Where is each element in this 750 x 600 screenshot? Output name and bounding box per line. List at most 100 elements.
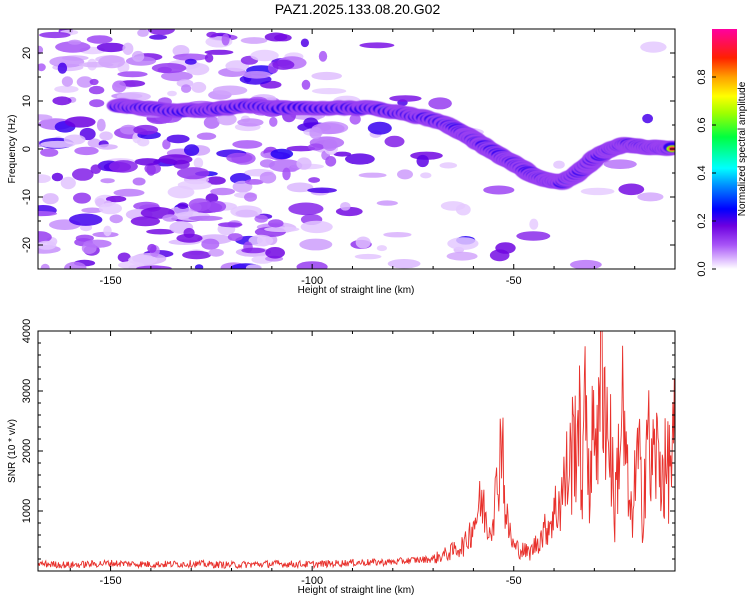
heatmap-cell [108, 160, 138, 173]
heatmap-cell [309, 126, 323, 140]
heatmap-cell [376, 200, 398, 206]
heatmap-cell [603, 159, 637, 169]
heatmap-cell [38, 63, 46, 72]
heatmap-cell [182, 250, 212, 260]
heatmap-cell [204, 49, 234, 55]
heatmap-cell [147, 243, 157, 253]
heatmap-cell [149, 34, 168, 40]
heatmap-cell [147, 29, 175, 36]
heatmap-cell [274, 34, 292, 42]
heatmap-cell [618, 183, 645, 196]
snr-y-ticks: 1000 2000 3000 4000 [21, 319, 675, 572]
y-tick-label: 0 [21, 146, 33, 152]
heatmap-cell [130, 216, 161, 227]
x-tick-label: -150 [100, 275, 122, 287]
spectrogram-y-ticks: -20 -10 0 10 20 [21, 28, 675, 270]
heatmap-cell [131, 50, 145, 62]
spectrogram-ridge [106, 98, 675, 190]
heatmap-cell [86, 35, 113, 44]
y-tick-label: 1000 [21, 499, 33, 523]
heatmap-cell [105, 195, 127, 203]
heatmap-cell [196, 132, 217, 140]
heatmap-cell [98, 55, 126, 69]
heatmap-cell [137, 29, 149, 37]
heatmap-cell [103, 225, 112, 237]
heatmap-cell [57, 62, 68, 74]
heatmap-cell [345, 153, 375, 165]
x-tick-label: -50 [506, 575, 522, 587]
heatmap-cell [68, 39, 82, 45]
snr-x-ticks: -150 -100 -50 [69, 331, 676, 587]
heatmap-cell [367, 121, 392, 135]
colorbar-tick-label: 0.4 [696, 165, 708, 180]
heatmap-cell [637, 192, 664, 202]
colorbar-ticks: 0.0 0.2 0.4 0.6 0.8 [696, 69, 716, 277]
heatmap-cell [300, 38, 309, 48]
heatmap-cell [446, 251, 478, 261]
heatmap-cell [40, 140, 76, 148]
heatmap-cell [428, 97, 452, 110]
heatmap-cell [188, 198, 211, 212]
y-tick-label: 2000 [21, 439, 33, 463]
heatmap-cell [185, 63, 210, 76]
heatmap-cell [98, 202, 122, 215]
heatmap-cell [162, 139, 171, 150]
heatmap-cell [151, 63, 187, 74]
heatmap-cell [358, 172, 387, 178]
heatmap-cell [264, 226, 300, 233]
spectrogram-x-axis-label: Height of straight line (km) [298, 285, 415, 296]
heatmap-cell [217, 113, 237, 126]
heatmap-cell [232, 140, 263, 149]
heatmap-cell [64, 116, 96, 128]
heatmap-cell [301, 79, 311, 90]
colorbar-tick-label: 0.6 [696, 117, 708, 132]
heatmap-cell [207, 200, 227, 213]
heatmap-cell [268, 219, 284, 228]
heatmap-cell [52, 96, 72, 106]
heatmap-cell [389, 95, 422, 102]
heatmap-cell [117, 71, 148, 78]
heatmap-cell [208, 248, 224, 257]
heatmap-cell [237, 118, 264, 127]
x-tick-label: -150 [100, 575, 122, 587]
snr-y-axis-label: SNR (10 * v/v) [7, 419, 18, 483]
heatmap-cell [227, 233, 243, 242]
heatmap-cell [173, 53, 209, 61]
heatmap-cell [162, 214, 178, 222]
x-tick-label: -100 [301, 575, 323, 587]
heatmap-cell [201, 238, 220, 250]
heatmap-cell [38, 45, 44, 55]
heatmap-cell [83, 239, 112, 248]
heatmap-cell [146, 228, 175, 235]
heatmap-cell [242, 71, 272, 79]
heatmap-cell [296, 157, 312, 170]
heatmap-cell [49, 56, 85, 68]
heatmap-cell [76, 76, 94, 88]
y-tick-label: 20 [21, 47, 33, 59]
heatmap-cell [137, 137, 150, 147]
snr-background [38, 331, 675, 571]
heatmap-cell [100, 178, 115, 184]
heatmap-cell [118, 261, 145, 269]
heatmap-cell [269, 116, 278, 127]
heatmap-cell [109, 214, 123, 224]
heatmap-cell [90, 164, 102, 174]
heatmap-cell [87, 138, 102, 148]
heatmap-cell [97, 144, 118, 150]
heatmap-cell [40, 148, 59, 157]
heatmap-cell [133, 124, 159, 135]
y-tick-label: -10 [21, 189, 33, 205]
heatmap-cell [248, 234, 274, 247]
heatmap-cell [642, 113, 653, 124]
heatmap-cell [55, 41, 91, 53]
heatmap-cell [318, 50, 328, 62]
x-tick-label: -50 [506, 275, 522, 287]
heatmap-cell [206, 31, 218, 38]
colorbar-tick-label: 0.0 [696, 261, 708, 276]
heatmap-cell [308, 177, 320, 183]
heatmap-cell [286, 182, 314, 193]
heatmap-cell [191, 81, 207, 93]
heatmap-cell [146, 164, 156, 176]
heatmap-cell [226, 152, 253, 164]
